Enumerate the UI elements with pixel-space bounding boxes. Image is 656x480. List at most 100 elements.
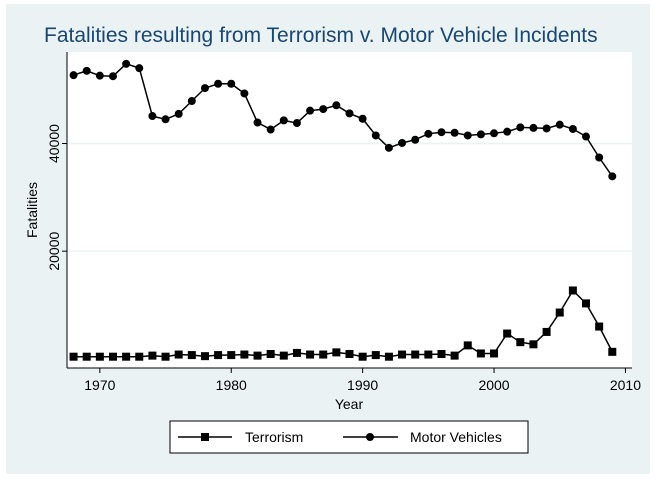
- point-terrorism-2004: [542, 327, 551, 336]
- point-terrorism-1997: [450, 351, 459, 360]
- point-terrorism-1987: [319, 350, 328, 359]
- point-motor-vehicles-1977: [187, 96, 196, 105]
- point-terrorism-1978: [200, 352, 209, 361]
- point-terrorism-2005: [555, 308, 564, 317]
- point-motor-vehicles-1972: [122, 59, 131, 68]
- point-motor-vehicles-1990: [358, 114, 367, 123]
- point-motor-vehicles-2001: [503, 127, 512, 136]
- point-motor-vehicles-1976: [174, 109, 183, 118]
- point-motor-vehicles-2003: [529, 123, 538, 132]
- x-tick-label-1: 1980: [216, 377, 247, 393]
- point-motor-vehicles-1969: [82, 66, 91, 75]
- point-motor-vehicles-1968: [69, 71, 78, 80]
- point-terrorism-1994: [411, 350, 420, 359]
- y-ticks: 20000 40000: [46, 124, 67, 271]
- series-terrorism: [69, 286, 617, 361]
- legend: Terrorism Motor Vehicles: [169, 420, 529, 454]
- x-axis-label: Year: [335, 396, 364, 412]
- point-motor-vehicles-1985: [292, 119, 301, 128]
- point-terrorism-1980: [227, 351, 236, 360]
- legend-label-motor-vehicles: Motor Vehicles: [410, 429, 502, 445]
- point-terrorism-1989: [345, 350, 354, 359]
- point-terrorism-2000: [490, 349, 499, 358]
- point-motor-vehicles-1973: [135, 64, 144, 73]
- point-terrorism-1985: [292, 348, 301, 357]
- y-tick-label-1: 40000: [46, 124, 62, 163]
- point-terrorism-2007: [582, 299, 591, 308]
- point-motor-vehicles-1970: [95, 71, 104, 80]
- point-motor-vehicles-1983: [266, 125, 275, 134]
- point-motor-vehicles-1971: [108, 72, 117, 81]
- point-motor-vehicles-1981: [240, 89, 249, 98]
- point-motor-vehicles-1982: [253, 118, 262, 127]
- point-terrorism-1996: [437, 350, 446, 359]
- point-motor-vehicles-1974: [148, 112, 157, 121]
- point-motor-vehicles-2008: [595, 153, 604, 162]
- point-terrorism-1969: [82, 352, 91, 361]
- point-terrorism-1973: [135, 352, 144, 361]
- point-terrorism-1972: [122, 352, 131, 361]
- gridlines: [67, 142, 632, 252]
- point-terrorism-1975: [161, 352, 170, 361]
- point-terrorism-1986: [306, 350, 315, 359]
- point-terrorism-2008: [595, 322, 604, 331]
- point-terrorism-2009: [608, 347, 617, 356]
- point-terrorism-1992: [384, 352, 393, 361]
- point-motor-vehicles-1989: [345, 109, 354, 118]
- point-motor-vehicles-1980: [227, 79, 236, 88]
- point-terrorism-1979: [214, 351, 223, 360]
- x-tick-label-3: 2000: [478, 377, 509, 393]
- legend-marker-motor-vehicles: [366, 433, 374, 441]
- point-motor-vehicles-1996: [437, 128, 446, 137]
- legend-marker-terrorism: [201, 433, 209, 441]
- point-motor-vehicles-1988: [332, 101, 341, 110]
- point-motor-vehicles-2002: [516, 123, 525, 132]
- point-terrorism-1981: [240, 350, 249, 359]
- point-terrorism-1974: [148, 351, 157, 360]
- point-motor-vehicles-1991: [371, 131, 380, 140]
- point-motor-vehicles-1986: [306, 106, 315, 115]
- point-terrorism-1999: [476, 349, 485, 358]
- point-motor-vehicles-2006: [568, 124, 577, 133]
- point-motor-vehicles-2005: [555, 120, 564, 129]
- point-terrorism-1968: [69, 352, 78, 361]
- legend-label-terrorism: Terrorism: [245, 429, 303, 445]
- point-terrorism-2001: [503, 329, 512, 338]
- x-ticks: 1970 1980 1990 2000 2010: [84, 368, 641, 393]
- point-terrorism-2006: [568, 286, 577, 295]
- point-motor-vehicles-1995: [424, 129, 433, 138]
- point-motor-vehicles-1994: [411, 135, 420, 144]
- point-terrorism-1991: [371, 351, 380, 360]
- plot-area: [67, 52, 632, 368]
- point-terrorism-1984: [279, 351, 288, 360]
- series-layer: [69, 59, 617, 361]
- point-terrorism-1971: [108, 352, 117, 361]
- point-terrorism-1982: [253, 351, 262, 360]
- point-terrorism-2002: [516, 338, 525, 347]
- point-terrorism-1977: [187, 351, 196, 360]
- point-motor-vehicles-1992: [384, 143, 393, 152]
- point-motor-vehicles-1987: [319, 105, 328, 114]
- point-terrorism-2003: [529, 340, 538, 349]
- point-motor-vehicles-1993: [398, 138, 407, 147]
- point-motor-vehicles-2004: [542, 124, 551, 133]
- point-terrorism-1998: [463, 341, 472, 350]
- point-terrorism-1970: [95, 352, 104, 361]
- point-motor-vehicles-1979: [214, 79, 223, 88]
- point-motor-vehicles-1998: [463, 131, 472, 140]
- point-terrorism-1976: [174, 350, 183, 359]
- point-terrorism-1990: [358, 352, 367, 361]
- point-motor-vehicles-2009: [608, 172, 617, 181]
- point-motor-vehicles-2007: [582, 132, 591, 141]
- point-motor-vehicles-1975: [161, 115, 170, 124]
- x-tick-label-0: 1970: [84, 377, 115, 393]
- point-terrorism-1983: [266, 350, 275, 359]
- point-motor-vehicles-1978: [200, 84, 209, 93]
- x-tick-label-4: 2010: [610, 377, 641, 393]
- y-axis-label: Fatalities: [24, 182, 40, 238]
- chart-title: Fatalities resulting from Terrorism v. M…: [44, 24, 598, 47]
- point-terrorism-1988: [332, 348, 341, 357]
- point-motor-vehicles-1984: [279, 116, 288, 125]
